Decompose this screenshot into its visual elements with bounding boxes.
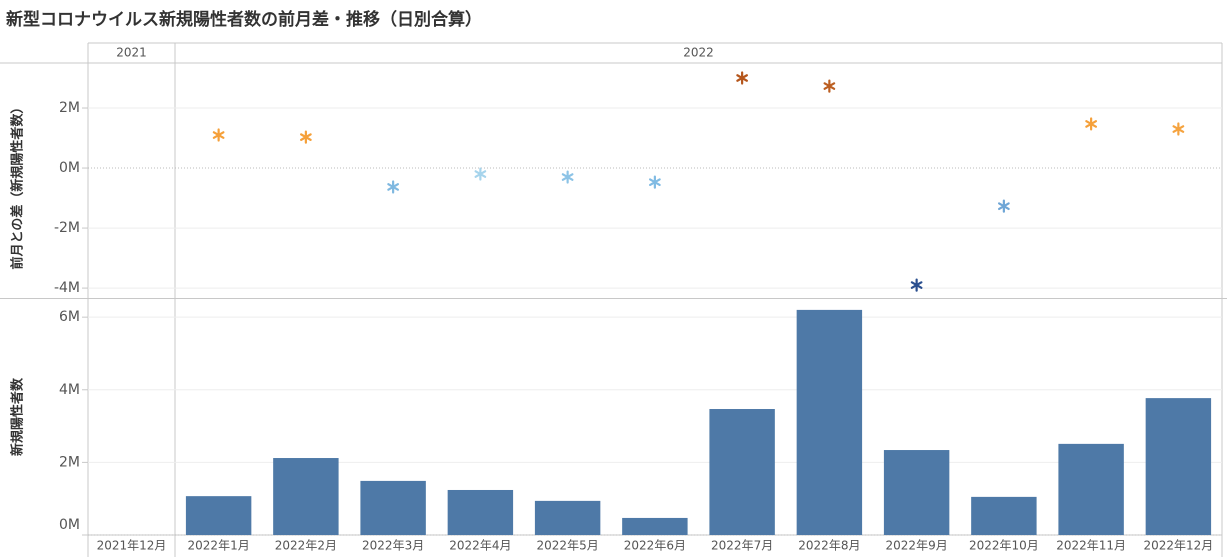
bar [1058,443,1124,535]
y-tick-label: 6M [59,309,80,325]
y-tick-label: 0M [59,517,80,533]
x-tick-label: 2022年9月 [886,539,948,553]
point [212,128,225,142]
bar [796,309,863,535]
point [300,130,312,144]
bar [185,496,252,535]
x-tick-label: 2022年2月 [275,539,337,553]
year-header: 2022 [683,46,714,60]
point [998,199,1010,213]
bar [273,458,339,535]
x-tick-label: 2022年4月 [449,539,511,553]
bar [1145,398,1212,535]
x-tick-label: 2021年12月 [97,539,167,553]
x-tick-label: 2022年7月 [711,539,773,553]
bar [883,450,950,535]
y-axis-title: 新規陽性者数 [10,377,26,456]
bar [709,409,775,535]
point [387,180,399,194]
point [910,278,923,292]
x-tick-label: 2022年6月 [624,539,686,553]
x-tick-label: 2022年8月 [798,539,860,553]
bar [971,496,1037,535]
x-tick-label: 2022年1月 [188,539,250,553]
point [1172,122,1185,136]
x-tick-label: 2022年12月 [1143,539,1213,553]
x-tick-label: 2022年5月 [537,539,599,553]
point [1085,117,1097,131]
x-tick-label: 2022年10月 [969,539,1039,553]
y-tick-label: 2M [59,100,80,116]
bar [447,489,514,535]
x-tick-label: 2022年3月 [362,539,424,553]
year-header: 2021 [116,46,147,60]
y-tick-label: 4M [59,382,80,398]
y-tick-label: -2M [54,220,80,236]
y-axis-title: 前月との差（新規陽性者数） [10,101,26,270]
y-tick-label: 2M [59,454,80,470]
point [736,71,748,85]
point [474,167,487,181]
bar [622,517,688,535]
y-tick-label: -4M [54,280,80,296]
x-tick-label: 2022年11月 [1056,539,1126,553]
point [649,175,661,189]
bar [360,480,426,535]
point [561,170,574,184]
bar [534,500,601,535]
y-tick-label: 0M [59,160,80,176]
point [823,79,836,93]
chart-title: 新型コロナウイルス新規陽性者数の前月差・推移（日別合算） [6,9,482,30]
